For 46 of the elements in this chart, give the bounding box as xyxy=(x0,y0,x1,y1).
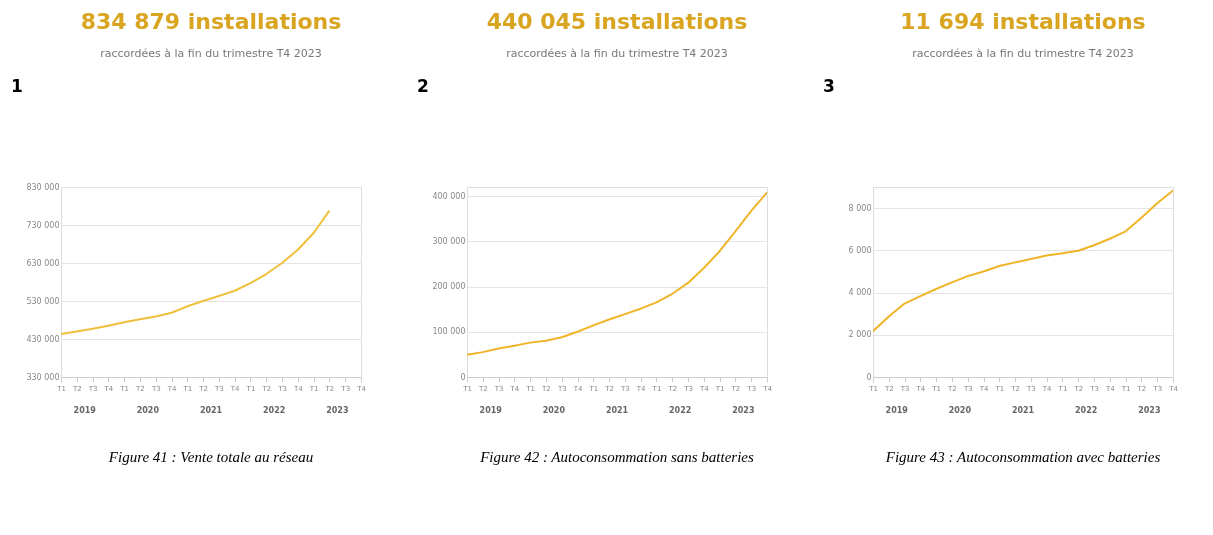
chart-subtitle: raccordées à la fin du trimestre T4 2023 xyxy=(506,47,728,60)
text: 2023 xyxy=(1138,406,1161,415)
text: 2 xyxy=(417,76,429,96)
y-tick-label: 0 xyxy=(866,372,872,382)
text: 2023 xyxy=(732,406,755,415)
y-tick-label: 200 000 xyxy=(432,282,466,292)
y-tick-label: 0 xyxy=(460,372,466,382)
text: 2022 xyxy=(1075,406,1098,415)
text: 2023 xyxy=(326,406,349,415)
y-tick-label: 300 000 xyxy=(432,236,466,246)
caption: Figure 42 : Autoconsommation sans batteries xyxy=(479,449,755,465)
y-tick-label: 6 000 xyxy=(848,245,872,255)
line-series xyxy=(467,191,767,356)
y-tick-label: 4 000 xyxy=(848,288,872,298)
y-tick-label: 530 000 xyxy=(26,296,60,306)
text: 2020 xyxy=(542,406,566,415)
y-tick-label: 330 000 xyxy=(26,372,60,382)
chart-title: 440 045 installations xyxy=(486,9,748,34)
y-tick-label: 630 000 xyxy=(26,258,60,268)
text: 2020 xyxy=(136,406,160,415)
text: 1 xyxy=(11,76,23,96)
text: 2019 xyxy=(479,406,503,415)
y-tick-label: 400 000 xyxy=(432,191,466,201)
text: 2019 xyxy=(885,406,909,415)
caption: Figure 41 : Vente totale au réseau xyxy=(107,449,314,465)
caption: Figure 43 : Autoconsommation avec batteries xyxy=(884,449,1161,465)
text: 3 xyxy=(823,76,835,96)
chart-subtitle: raccordées à la fin du trimestre T4 2023 xyxy=(100,47,322,60)
text: 2022 xyxy=(263,406,286,415)
text: 2019 xyxy=(73,406,97,415)
text: 2021 xyxy=(1011,406,1035,415)
chart-subtitle: raccordées à la fin du trimestre T4 2023 xyxy=(912,47,1134,60)
y-tick-label: 2 000 xyxy=(848,330,872,340)
y-tick-label: 8 000 xyxy=(848,203,872,213)
chart-title: 834 879 installations xyxy=(80,9,342,34)
text: 2020 xyxy=(948,406,972,415)
chart-title: 11 694 installations xyxy=(900,9,1146,34)
y-tick-label: 730 000 xyxy=(26,220,60,230)
text: 2021 xyxy=(199,406,223,415)
y-tick-label: 100 000 xyxy=(432,327,466,337)
text: 2021 xyxy=(605,406,629,415)
y-tick-label: 430 000 xyxy=(26,334,60,344)
line-series xyxy=(873,189,1173,333)
text: 2022 xyxy=(669,406,692,415)
y-tick-label: 830 000 xyxy=(26,182,60,192)
line-series xyxy=(61,209,331,336)
